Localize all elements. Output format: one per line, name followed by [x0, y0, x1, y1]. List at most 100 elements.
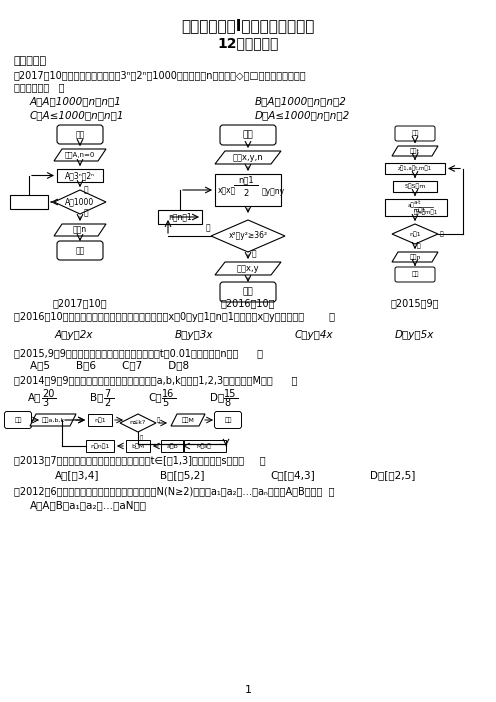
- Text: A．5        B．6        C．7        D．8: A．5 B．6 C．7 D．8: [30, 360, 189, 370]
- Text: A．: A．: [28, 392, 41, 402]
- Text: 【2015，9】: 【2015，9】: [391, 298, 439, 308]
- FancyBboxPatch shape: [220, 282, 276, 302]
- Text: 开始: 开始: [75, 130, 85, 139]
- Bar: [385, 163, 445, 174]
- Text: 否: 否: [140, 435, 143, 441]
- Bar: [158, 210, 202, 224]
- Text: 输入t: 输入t: [410, 148, 420, 154]
- Text: A＞1000: A＞1000: [65, 197, 95, 206]
- Text: 【2017，10】如图是为了求出满足3ⁿ－2ⁿ＞1000的最小偶数n，那么在◇和□两个空白框中，可: 【2017，10】如图是为了求出满足3ⁿ－2ⁿ＞1000的最小偶数n，那么在◇和…: [14, 70, 307, 80]
- Text: 是: 是: [252, 249, 256, 258]
- Polygon shape: [54, 149, 106, 161]
- Text: z＝1,a＝t,m＝1: z＝1,a＝t,m＝1: [398, 166, 432, 171]
- Text: 12．程序框图: 12．程序框图: [217, 36, 279, 50]
- Text: 【2014，9】9．执行下面的程序框图，若输入的a,b,k分别为1,2,3，则输出的M＝（      ）: 【2014，9】9．执行下面的程序框图，若输入的a,b,k分别为1,2,3，则输…: [14, 375, 298, 385]
- Text: a＝: a＝: [407, 202, 414, 208]
- Polygon shape: [120, 414, 156, 432]
- Polygon shape: [215, 151, 281, 164]
- Text: x＝x＋: x＝x＋: [218, 187, 236, 195]
- FancyBboxPatch shape: [4, 411, 32, 428]
- Bar: [10, 195, 48, 209]
- Text: 输入A,n=0: 输入A,n=0: [65, 152, 95, 159]
- Text: D．y＝5x: D．y＝5x: [395, 330, 434, 340]
- Text: A＝3ⁿ－2ⁿ: A＝3ⁿ－2ⁿ: [65, 171, 95, 180]
- Text: ，y＝ny: ，y＝ny: [262, 187, 285, 195]
- Bar: [86, 440, 114, 452]
- Polygon shape: [215, 262, 281, 275]
- Text: 【2013，7】执行下面的程序框图，如果输入的t∈[－1,3]，则输出的s属于（     ）: 【2013，7】执行下面的程序框图，如果输入的t∈[－1,3]，则输出的s属于（…: [14, 455, 266, 465]
- Text: A．[－3,4]: A．[－3,4]: [55, 470, 100, 480]
- Text: 8: 8: [224, 398, 230, 408]
- Text: n＝n＋1: n＝n＋1: [90, 443, 110, 449]
- Text: 否: 否: [84, 208, 89, 218]
- Text: C．y＝4x: C．y＝4x: [295, 330, 334, 340]
- FancyBboxPatch shape: [57, 241, 103, 260]
- Text: n≤k?: n≤k?: [130, 420, 146, 425]
- Polygon shape: [54, 190, 106, 214]
- Text: 【2015,9】9．执行右面的程序框图，如果输入的t＝0.01，则输出的n＝（      ）: 【2015,9】9．执行右面的程序框图，如果输入的t＝0.01，则输出的n＝（ …: [14, 348, 263, 358]
- Text: D．: D．: [210, 392, 224, 402]
- Text: n＞1: n＞1: [409, 231, 421, 237]
- Text: m＋1: m＋1: [414, 207, 426, 213]
- Bar: [215, 174, 281, 206]
- Text: C．A≤1000和n＝n＋1: C．A≤1000和n＝n＋1: [30, 110, 124, 120]
- FancyBboxPatch shape: [214, 411, 242, 428]
- Text: 【2016，10】执行如图所示的程序框图，如果输入的x＝0，y＝1，n＝1，则输出x，y的值满足（        ）: 【2016，10】执行如图所示的程序框图，如果输入的x＝0，y＝1，n＝1，则输…: [14, 312, 335, 322]
- Text: n－1: n－1: [238, 176, 254, 185]
- Text: A．y＝2x: A．y＝2x: [55, 330, 94, 340]
- Bar: [393, 181, 437, 192]
- Text: 7: 7: [104, 389, 110, 399]
- Text: S＝S－m: S＝S－m: [404, 184, 426, 190]
- FancyBboxPatch shape: [395, 267, 435, 282]
- Text: 结束: 结束: [75, 246, 85, 255]
- Text: 输入x,y,n: 输入x,y,n: [233, 153, 263, 162]
- Text: D．[－2,5]: D．[－2,5]: [370, 470, 415, 480]
- Text: 是: 是: [157, 417, 160, 423]
- Text: 以分别填入（   ）: 以分别填入（ ）: [14, 82, 64, 92]
- Text: 【2016，10】: 【2016，10】: [221, 298, 275, 308]
- Text: 【2012，6】若执行右边和程序框图，输入正整数N(N≥2)和实数a₁，a₂，…，aₙ，输出A，B，则（  ）: 【2012，6】若执行右边和程序框图，输入正整数N(N≥2)和实数a₁，a₂，……: [14, 486, 334, 496]
- Polygon shape: [211, 220, 285, 252]
- Text: 开始: 开始: [14, 417, 22, 423]
- Polygon shape: [54, 224, 106, 236]
- FancyBboxPatch shape: [220, 125, 276, 145]
- Text: 一、选择题: 一、选择题: [14, 56, 47, 66]
- Polygon shape: [392, 252, 438, 262]
- Bar: [60, 128, 100, 141]
- Text: a·t: a·t: [414, 201, 422, 206]
- Text: 开始: 开始: [243, 131, 253, 140]
- Text: 3: 3: [42, 398, 48, 408]
- Text: b＝M: b＝M: [131, 443, 144, 449]
- Text: 1: 1: [245, 685, 251, 695]
- Text: 否: 否: [206, 223, 210, 232]
- Text: M＝a＋: M＝a＋: [197, 443, 211, 449]
- Text: n＝1: n＝1: [94, 417, 106, 423]
- Polygon shape: [392, 146, 438, 156]
- Text: 输出n: 输出n: [73, 225, 87, 234]
- Text: B．A＞1000和n＝n＋2: B．A＞1000和n＝n＋2: [255, 96, 347, 106]
- Text: 2: 2: [244, 189, 248, 198]
- Text: n＝n＋1: n＝n＋1: [168, 213, 192, 222]
- Text: B．[－5,2]: B．[－5,2]: [160, 470, 204, 480]
- Text: 输出M: 输出M: [182, 417, 194, 423]
- FancyBboxPatch shape: [57, 125, 103, 144]
- Text: 输出n: 输出n: [409, 254, 421, 260]
- Text: B．: B．: [90, 392, 103, 402]
- Text: 5: 5: [162, 398, 168, 408]
- Text: A．A＋B为a₁，a₂，…，aN的和: A．A＋B为a₁，a₂，…，aN的和: [30, 500, 147, 510]
- Bar: [126, 440, 150, 452]
- Text: B．y＝3x: B．y＝3x: [175, 330, 213, 340]
- Text: a＝b: a＝b: [166, 443, 178, 449]
- Text: 输入a,b,k: 输入a,b,k: [42, 417, 64, 423]
- Text: D．A≤1000和n＝n＋2: D．A≤1000和n＝n＋2: [255, 110, 350, 120]
- Text: 结束: 结束: [243, 288, 253, 296]
- Polygon shape: [171, 414, 205, 426]
- Text: 15: 15: [224, 389, 237, 399]
- Text: C．: C．: [148, 392, 162, 402]
- Text: 新课标全国卷Ⅰ文科数学分类汇编: 新课标全国卷Ⅰ文科数学分类汇编: [182, 18, 314, 33]
- Bar: [161, 440, 183, 452]
- Text: 16: 16: [162, 389, 174, 399]
- Text: x²＋y²≥36²: x²＋y²≥36²: [229, 232, 267, 241]
- Bar: [385, 199, 447, 216]
- Text: 【2017，10】: 【2017，10】: [53, 298, 107, 308]
